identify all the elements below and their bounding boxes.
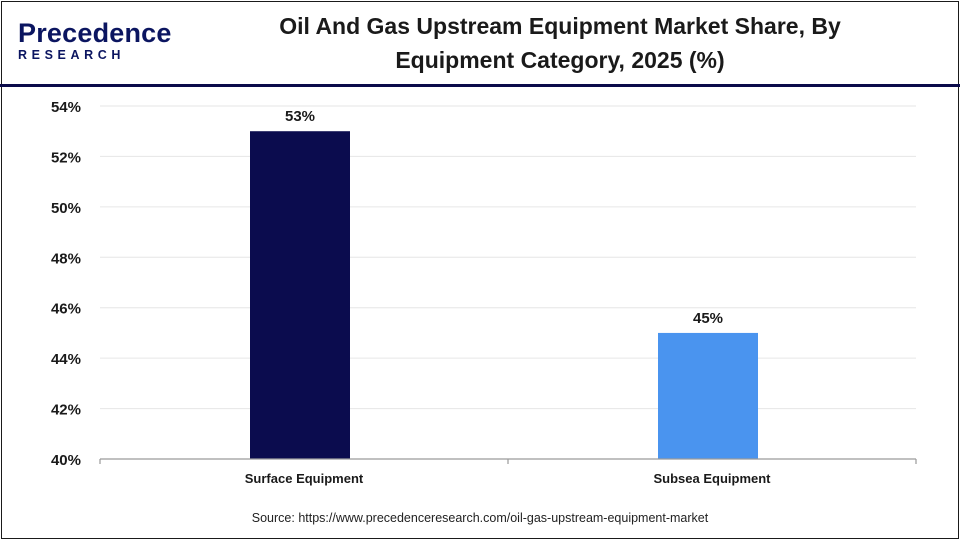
gridlines [100,105,916,410]
x-axis-tick-labels: Surface Equipment Subsea Equipment [245,471,771,486]
y-axis-tick-labels: 40% 42% 44% 46% 48% 50% 52% 54% [51,99,81,469]
header: Precedence RESEARCH Oil And Gas Upstream… [0,0,960,84]
header-divider [0,84,960,87]
y-tick-label: 54% [51,99,81,116]
source-note: Source: https://www.precedenceresearch.c… [251,511,709,525]
chart-title-line-1: Oil And Gas Upstream Equipment Market Sh… [279,13,841,39]
y-tick-label: 48% [51,250,81,267]
y-tick-label: 42% [51,402,81,419]
data-label: 45% [693,310,723,327]
bar-subsea-equipment [658,332,758,459]
y-tick-label: 52% [51,149,81,166]
data-label: 53% [285,108,315,125]
x-tick-label: Surface Equipment [245,471,364,486]
brand-logo: Precedence RESEARCH [18,18,171,66]
data-labels: 53% 45% [285,108,723,327]
bars [250,131,758,459]
bar-surface-equipment [250,131,350,459]
y-tick-label: 40% [51,452,81,469]
logo-wordmark: Precedence [18,18,172,48]
y-tick-label: 46% [51,301,81,318]
chart-title-line-2: Equipment Category, 2025 (%) [395,47,725,73]
y-tick-label: 50% [51,200,81,217]
x-axis [99,458,917,464]
logo-subtitle: RESEARCH [18,48,125,62]
x-tick-label: Subsea Equipment [653,471,771,486]
y-tick-label: 44% [51,351,81,368]
chart-title: Oil And Gas Upstream Equipment Market Sh… [175,9,945,77]
